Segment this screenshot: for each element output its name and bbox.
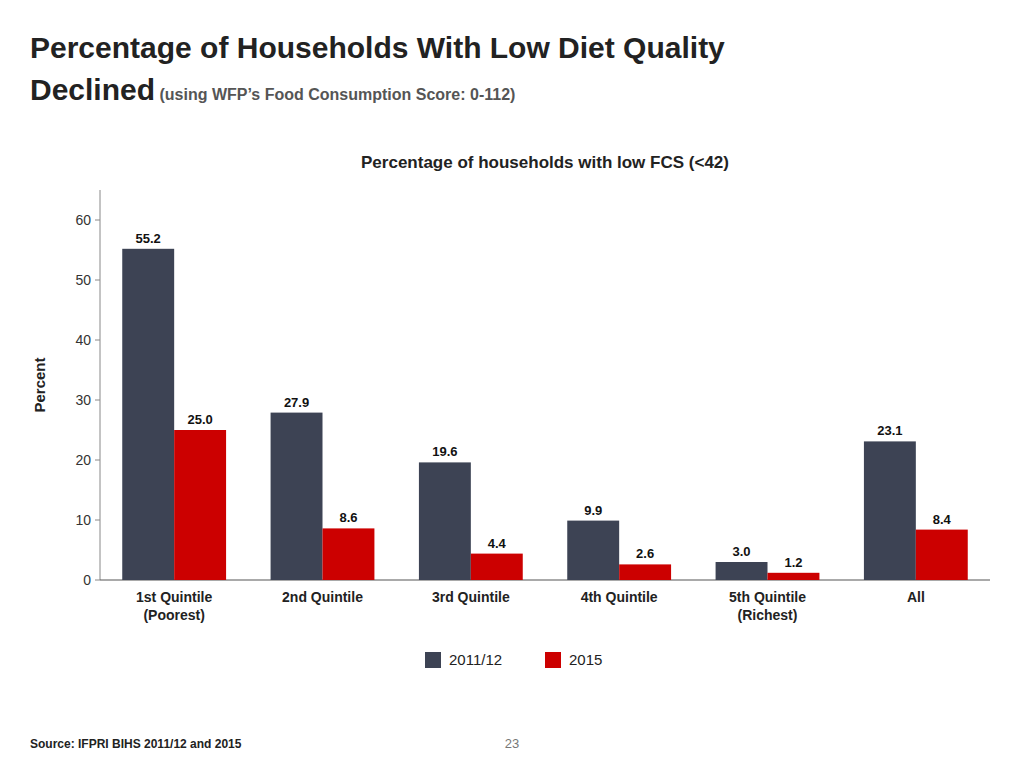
heading: Percentage of Households With Low Diet Q… [30,31,725,64]
bar [916,530,968,580]
x-tick-label-line: 2nd Quintile [282,589,363,605]
x-tick-label: 5th Quintile (Richest) [729,589,806,623]
page-number: 23 [505,736,519,751]
legend-swatch [545,652,561,668]
chart-svg: Percentage of Households With Low Diet Q… [0,0,1024,768]
data-label: 9.9 [584,503,602,518]
y-tick [95,280,100,281]
data-label: 4.4 [488,536,507,551]
y-tick-label: 20 [75,452,91,468]
y-tick [95,580,100,581]
data-label: 25.0 [187,412,212,427]
bar [716,562,768,580]
data-label: 19.6 [432,444,457,459]
y-tick-label: 10 [75,512,91,528]
x-axis-line [100,580,990,581]
x-tick-label: 3rd Quintile [432,589,510,605]
y-axis-label: Percent [31,357,48,412]
bar [323,528,375,580]
data-label: 27.9 [284,395,309,410]
legend: 2011/12 2015 [425,651,602,668]
x-tick-label: 1st Quintile (Poorest) [136,589,212,623]
data-labels: 55.2 27.9 19.6 9.9 3.0 23.1 25.0 8.6 4.4 2.6 1.2 8.… [136,231,952,570]
heading-line: Declined (using WFP’s Food Consumption S… [30,73,515,106]
bars [122,249,968,580]
y-tick-label: 30 [75,392,91,408]
y-tick [95,520,100,521]
x-tick-label-line: All [907,589,925,605]
legend-label: 2015 [569,651,602,668]
y-tick [95,400,100,401]
chart-title: Percentage of households with low FCS (<… [361,153,729,172]
source: Source: IFPRI BIHS 2011/12 and 2015 [30,737,242,751]
data-label: 3.0 [733,544,751,559]
data-label: 8.4 [933,512,952,527]
x-tick-label: 4th Quintile [581,589,658,605]
data-label: 23.1 [877,423,902,438]
x-tick-label-line: (Poorest) [143,607,204,623]
bar [864,441,916,580]
y-tick-label: 60 [75,212,91,228]
data-label: 2.6 [636,546,654,561]
heading: Declined [30,73,155,106]
legend-label: 2011/12 [449,651,502,668]
x-tick-label-line: 5th Quintile [729,589,806,605]
bar [619,564,671,580]
y-tick-label: 50 [75,272,91,288]
y-tick [95,460,100,461]
y-axis-line [100,190,101,580]
y-tick [95,340,100,341]
x-tick-label-line: 4th Quintile [581,589,658,605]
x-tick-label-line: 1st Quintile [136,589,212,605]
data-label: 1.2 [784,555,802,570]
bar [419,462,471,580]
legend-swatch [425,652,441,668]
bar [271,413,323,580]
bar [768,573,820,580]
heading-note: (using WFP’s Food Consumption Score: 0-1… [155,86,515,103]
bar [174,430,226,580]
x-tick-label-line: 3rd Quintile [432,589,510,605]
data-label: 55.2 [136,231,161,246]
y-tick-label: 0 [83,572,91,588]
bar [471,554,523,580]
y-tick [95,220,100,221]
y-tick-label: 40 [75,332,91,348]
bar [122,249,174,580]
x-tick-label: 2nd Quintile [282,589,363,605]
bar [567,521,619,580]
data-label: 8.6 [339,510,357,525]
x-tick-label-line: (Richest) [738,607,798,623]
x-tick-label: All [907,589,925,605]
